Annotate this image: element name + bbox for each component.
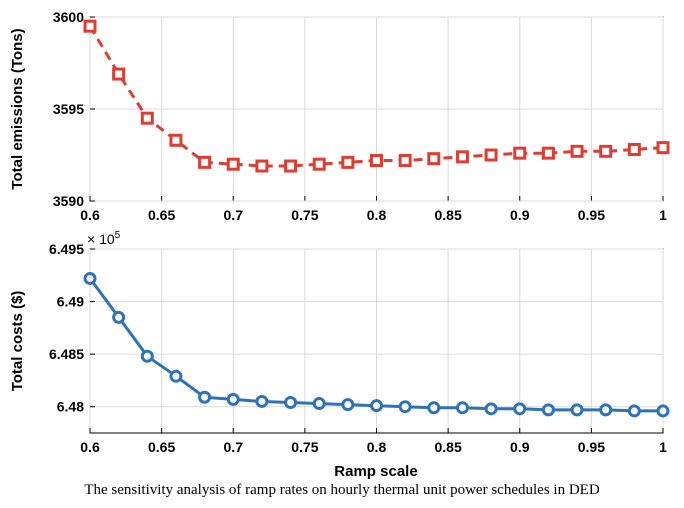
- emissions-point: [341, 155, 355, 169]
- costs-tick-labels: 0.6 0.65 0.7 0.75 0.8 0.85 0.9 0.95 1 6.48 6.485 6.…: [49, 241, 667, 455]
- costs-point: [226, 392, 240, 406]
- emissions-x-tick-label: 0.8: [367, 207, 387, 223]
- emissions-x-tick-label: 0.7: [224, 207, 244, 223]
- emissions-point: [570, 144, 584, 158]
- emissions-point: [83, 19, 97, 33]
- emissions-point: [398, 154, 412, 168]
- costs-y-tick-label: 6.49: [57, 294, 84, 310]
- emissions-x-tick-label: 0.9: [510, 207, 530, 223]
- costs-point: [570, 403, 584, 417]
- costs-point: [312, 397, 326, 411]
- costs-point: [513, 402, 527, 416]
- emissions-point: [226, 157, 240, 171]
- costs-point: [656, 404, 670, 418]
- costs-point: [284, 396, 298, 410]
- emissions-y-tick-label: 3600: [53, 9, 84, 25]
- costs-point: [398, 400, 412, 414]
- emissions-point: [198, 155, 212, 169]
- costs-x-tick-label: 0.85: [435, 439, 462, 455]
- emissions-point: [455, 150, 469, 164]
- costs-point: [427, 401, 441, 415]
- emissions-y-axis-title: Total emissions (Tons): [9, 28, 26, 189]
- emissions-point: [255, 159, 269, 173]
- costs-x-tick-label: 0.65: [148, 439, 175, 455]
- emissions-point: [140, 111, 154, 125]
- emissions-x-tick-label: 0.75: [291, 207, 318, 223]
- emissions-point: [169, 133, 183, 147]
- emissions-x-tick-label: 0.65: [148, 207, 175, 223]
- costs-point: [112, 310, 126, 324]
- emissions-point: [627, 142, 641, 156]
- costs-x-tick-label: 0.8: [367, 439, 387, 455]
- costs-exponent-label: × 105: [87, 230, 121, 247]
- costs-point: [370, 399, 383, 413]
- costs-panel: 0.6 0.65 0.7 0.75 0.8 0.85 0.9 0.95 1 6.48 6.485 6.…: [9, 230, 670, 480]
- emissions-point: [656, 141, 670, 155]
- costs-point: [83, 271, 97, 285]
- emissions-tick-labels: 0.6 0.65 0.7 0.75 0.8 0.85 0.9 0.95 1 3590 3595 360…: [53, 9, 667, 223]
- costs-point: [341, 398, 355, 412]
- emissions-y-tick-label: 3590: [53, 193, 84, 209]
- emissions-x-tick-label: 0.95: [578, 207, 605, 223]
- emissions-x-tick-label: 1: [659, 207, 667, 223]
- costs-series: [83, 271, 670, 418]
- emissions-x-tick-label: 0.85: [435, 207, 462, 223]
- emissions-series: [83, 19, 670, 173]
- costs-x-tick-label: 0.7: [224, 439, 244, 455]
- costs-point: [484, 402, 498, 416]
- costs-y-tick-label: 6.495: [49, 241, 84, 257]
- costs-point: [140, 349, 154, 363]
- costs-x-tick-label: 0.9: [510, 439, 530, 455]
- emissions-point: [484, 148, 498, 162]
- costs-point: [198, 390, 212, 404]
- emissions-point: [370, 154, 383, 168]
- emissions-panel: 0.6 0.65 0.7 0.75 0.8 0.85 0.9 0.95 1 3590 3595 360…: [9, 9, 670, 223]
- emissions-point: [541, 146, 555, 160]
- costs-y-tick-label: 6.485: [49, 346, 84, 362]
- emissions-point: [312, 157, 326, 171]
- emissions-point: [513, 146, 527, 160]
- costs-point: [627, 404, 641, 418]
- emissions-grid: [89, 16, 664, 202]
- emissions-point: [427, 152, 441, 166]
- emissions-point: [112, 67, 126, 81]
- costs-y-tick-label: 6.48: [57, 399, 84, 415]
- costs-point: [455, 401, 469, 415]
- costs-point: [541, 403, 555, 417]
- costs-point: [599, 403, 613, 417]
- costs-x-tick-label: 0.75: [291, 439, 318, 455]
- costs-point: [169, 369, 183, 383]
- costs-y-axis-title: Total costs ($): [9, 291, 26, 392]
- costs-x-tick-label: 1: [659, 439, 667, 455]
- costs-x-tick-label: 0.95: [578, 439, 605, 455]
- costs-x-tick-label: 0.6: [80, 439, 100, 455]
- emissions-point: [284, 159, 298, 173]
- x-axis-title: Ramp scale: [334, 463, 417, 480]
- emissions-x-tick-label: 0.6: [80, 207, 100, 223]
- figure-caption: The sensitivity analysis of ramp rates o…: [84, 482, 600, 498]
- emissions-point: [599, 144, 613, 158]
- emissions-y-tick-label: 3595: [53, 101, 84, 117]
- costs-point: [255, 394, 269, 408]
